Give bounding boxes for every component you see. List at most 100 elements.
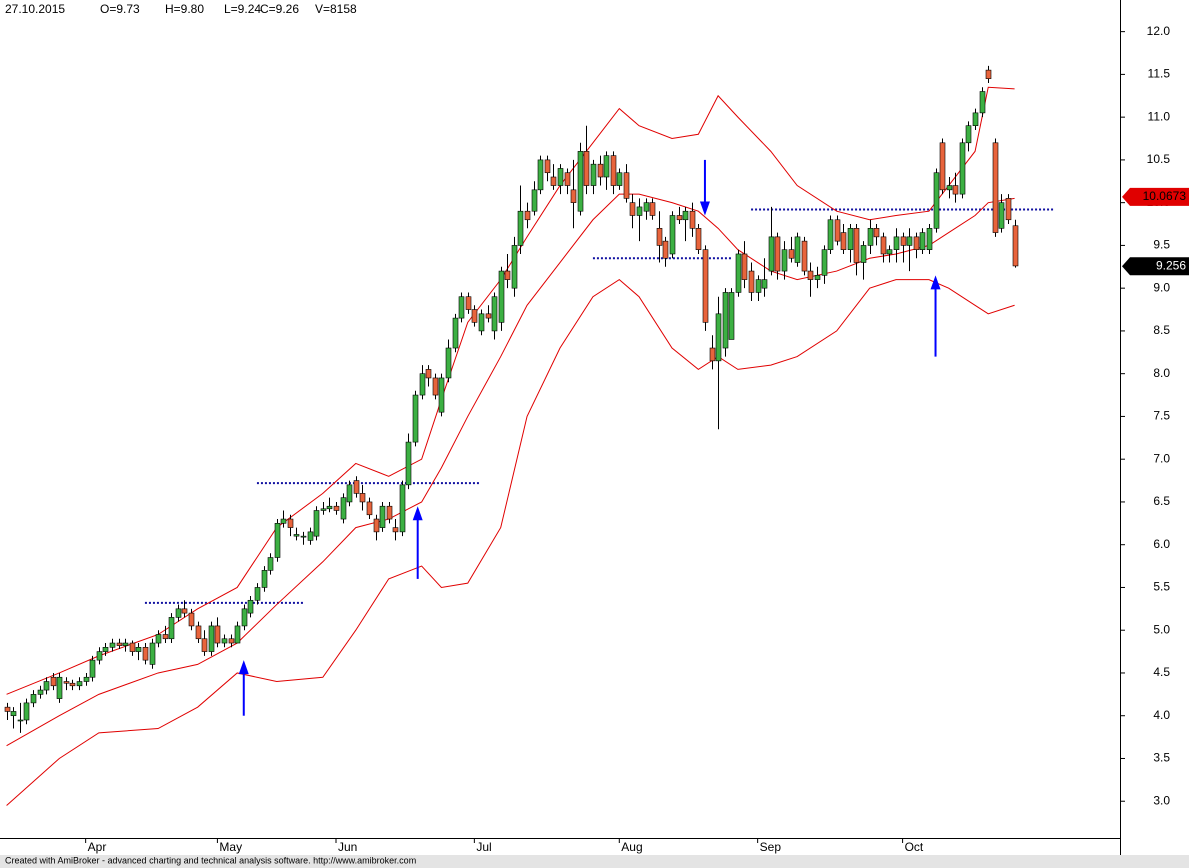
footer-text: Created with AmiBroker - advanced charti…	[5, 855, 416, 865]
candle-body	[656, 228, 663, 246]
candle-body	[840, 232, 847, 250]
candle-body	[524, 210, 531, 221]
candle-body	[926, 228, 933, 250]
y-tick-label: 3.0	[1153, 793, 1170, 807]
candle-body	[247, 599, 254, 614]
y-tick-label: 10.5	[1147, 152, 1171, 166]
candle-body	[616, 172, 623, 186]
x-tick-label: Oct	[905, 840, 924, 854]
candle-body	[287, 518, 294, 528]
candle-body	[102, 647, 109, 652]
candle-body	[155, 634, 162, 644]
candle-body	[985, 69, 992, 79]
candle-body	[774, 236, 781, 272]
candle-body	[933, 172, 940, 229]
candle-body	[735, 253, 742, 293]
x-tick-label: May	[219, 840, 242, 854]
candle-body	[715, 313, 722, 362]
candle-body	[419, 373, 426, 396]
candle-body	[531, 189, 538, 212]
candle-body	[366, 501, 373, 516]
candle-body	[116, 642, 123, 646]
y-tick-label: 11.0	[1148, 109, 1171, 123]
candle-body	[669, 215, 676, 255]
candle-body	[208, 625, 215, 652]
candle-body	[748, 270, 755, 293]
candle-body	[597, 163, 604, 178]
candle-body	[781, 249, 788, 272]
candle-body	[906, 236, 913, 246]
bollinger-band	[6, 86, 1015, 695]
candle-body	[346, 484, 353, 503]
candle-body	[807, 270, 814, 280]
candle-body	[886, 249, 893, 255]
arrow-head	[930, 275, 941, 290]
price-label-box	[1122, 257, 1189, 276]
candle-body	[241, 608, 248, 627]
candle-body	[834, 219, 841, 242]
candle-body	[979, 91, 986, 114]
candle-body	[50, 676, 57, 687]
candle-body	[676, 215, 683, 221]
candle-body	[293, 534, 300, 537]
candle-body	[992, 142, 999, 233]
header-date: 27.10.2015	[5, 2, 65, 16]
candle-body	[280, 518, 287, 524]
x-tick-label: Jun	[338, 840, 357, 854]
candle-body	[867, 228, 874, 246]
candle-body	[10, 711, 17, 717]
y-tick-label: 3.5	[1153, 751, 1170, 765]
candle-body	[438, 377, 445, 413]
candle-body	[162, 634, 169, 640]
candle-body	[728, 292, 735, 340]
candle-body	[952, 185, 959, 195]
candle-body	[76, 681, 83, 687]
x-tick-label: Apr	[88, 840, 107, 854]
candle-body	[195, 625, 202, 640]
arrow-head	[412, 506, 423, 521]
candle-body	[998, 202, 1005, 229]
candle-body	[261, 570, 268, 588]
candle-body	[300, 535, 307, 538]
candle-body	[234, 625, 241, 644]
candle-body	[623, 172, 630, 199]
candle-body	[4, 706, 11, 712]
candle-body	[412, 394, 419, 443]
y-tick-label: 4.5	[1153, 665, 1170, 679]
candle-body	[972, 112, 979, 126]
candle-body	[649, 202, 656, 216]
candle-body	[946, 185, 953, 191]
candle-body	[17, 719, 24, 722]
y-tick-label: 6.0	[1153, 537, 1170, 551]
header-low: L=9.24	[224, 2, 261, 16]
candle-body	[452, 317, 459, 349]
candle-body	[214, 625, 221, 644]
candle-body	[175, 608, 182, 618]
candle-body	[168, 617, 175, 640]
candle-body	[913, 236, 920, 250]
candle-body	[965, 125, 972, 144]
candle-body	[135, 647, 142, 652]
candle-body	[557, 168, 564, 186]
candle-body	[847, 228, 854, 250]
candle-body	[873, 228, 880, 238]
candle-body	[432, 377, 439, 396]
bollinger-band	[6, 193, 1015, 747]
arrow-head	[699, 201, 710, 216]
x-tick-label: Jul	[476, 840, 491, 854]
candle-body	[1005, 198, 1012, 221]
candle-body	[610, 155, 617, 186]
candle-body	[880, 236, 887, 255]
candle-body	[142, 647, 149, 661]
candle-body	[228, 638, 235, 644]
candle-body	[570, 189, 577, 203]
candle-body	[498, 270, 505, 323]
candle-body	[860, 245, 867, 263]
candle-body	[109, 642, 116, 648]
candle-body	[267, 557, 274, 571]
candle-body	[379, 505, 386, 528]
candle-body	[465, 296, 472, 310]
candle-body	[794, 236, 801, 263]
y-tick-label: 5.5	[1153, 580, 1170, 594]
